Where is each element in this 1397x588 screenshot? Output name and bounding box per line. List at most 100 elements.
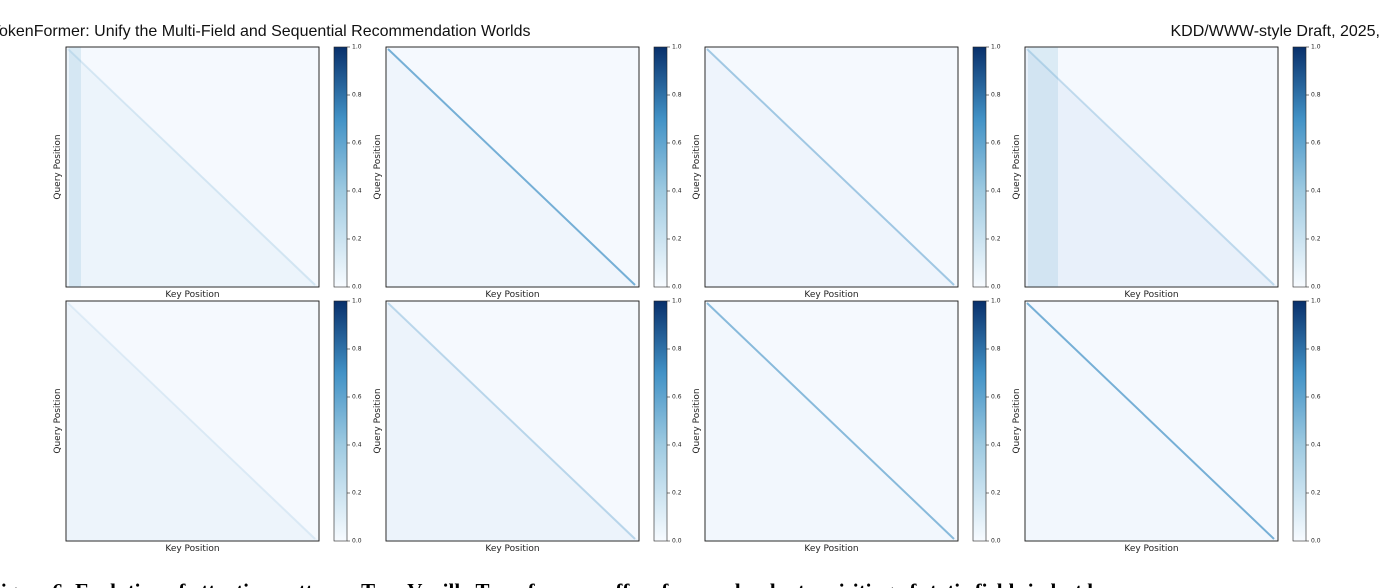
x-axis-label: Key Position — [485, 544, 539, 554]
colorbar-tick-label: 0.2 — [1311, 490, 1321, 497]
colorbar-tick-label: 0.2 — [1311, 236, 1321, 243]
colorbar-tick-label: 0.2 — [352, 236, 362, 243]
colorbar-tick-label: 0.0 — [352, 284, 362, 291]
x-axis-label: Key Position — [1124, 290, 1178, 300]
attention-triangle — [66, 47, 319, 287]
attention-triangle — [66, 301, 319, 541]
colorbar-tick-label: 0.4 — [991, 442, 1001, 449]
heatmap-background — [1024, 46, 1279, 288]
colorbar-tick-label: 0.0 — [1311, 538, 1321, 545]
attention-diagonal — [387, 48, 636, 286]
colorbar-tick-label: 0.8 — [1311, 346, 1321, 353]
attention-diagonal — [1026, 48, 1275, 286]
running-header-right: KDD/WWW-style Draft, 2025, — [1170, 23, 1380, 40]
colorbar — [972, 300, 987, 542]
colorbar-tick-label: 0.8 — [991, 92, 1001, 99]
colorbar-tick-label: 0.8 — [352, 346, 362, 353]
y-axis-label: Query Position — [1012, 134, 1022, 199]
colorbar-tick-label: 0.8 — [1311, 92, 1321, 99]
running-header-left: TokenFormer: Unify the Multi-Field and S… — [0, 23, 531, 40]
attention-diagonal — [67, 302, 316, 540]
colorbar-tick-label: 0.6 — [352, 394, 362, 401]
colorbar-tick-label: 1.0 — [991, 298, 1001, 305]
colorbar-tick-label: 0.4 — [1311, 188, 1321, 195]
figure-caption: Figure 6: Evolution of attention pattern… — [0, 579, 1141, 588]
colorbar — [333, 46, 348, 288]
x-axis-label: Key Position — [165, 290, 219, 300]
colorbar-tick-label: 0.8 — [352, 92, 362, 99]
colorbar-tick-label: 1.0 — [672, 298, 682, 305]
attention-panel: Key Position Query Position 0.0 0.2 0.4 0.6 0.… — [1012, 298, 1321, 555]
colorbar-tick-label: 0.6 — [672, 140, 682, 147]
colorbar-tick-label: 0.6 — [991, 140, 1001, 147]
colorbar-tick-label: 1.0 — [352, 44, 362, 51]
x-axis-label: Key Position — [165, 544, 219, 554]
heatmap-frame — [704, 300, 959, 542]
attention-panel: Key Position Query Position 0.0 0.2 0.4 0.6 0.… — [373, 44, 682, 301]
colorbar-tick-label: 0.4 — [1311, 442, 1321, 449]
attention-panel: Key Position Query Position 0.0 0.2 0.4 0.6 0.… — [692, 44, 1001, 301]
heatmap-background — [65, 46, 320, 288]
colorbar-tick-label: 0.6 — [1311, 394, 1321, 401]
heatmap-frame — [65, 300, 320, 542]
colorbar-tick-label: 0.4 — [672, 442, 682, 449]
y-axis-label: Query Position — [692, 388, 702, 453]
y-axis-label: Query Position — [53, 134, 63, 199]
colorbar-tick-label: 0.6 — [991, 394, 1001, 401]
y-axis-label: Query Position — [692, 134, 702, 199]
attention-panel: Key Position Query Position 0.0 0.2 0.4 0.6 0.… — [53, 298, 362, 555]
colorbar-tick-label: 1.0 — [1311, 298, 1321, 305]
y-axis-label: Query Position — [53, 388, 63, 453]
colorbar-tick-label: 0.2 — [672, 490, 682, 497]
colorbar-tick-label: 0.8 — [672, 92, 682, 99]
colorbar-tick-label: 0.0 — [352, 538, 362, 545]
colorbar-tick-label: 0.0 — [1311, 284, 1321, 291]
colorbar-tick-label: 0.2 — [991, 490, 1001, 497]
attention-triangle — [705, 47, 958, 287]
colorbar — [333, 300, 348, 542]
x-axis-label: Key Position — [485, 290, 539, 300]
heatmap-background — [385, 300, 640, 542]
colorbar-tick-label: 0.8 — [991, 346, 1001, 353]
heatmap-frame — [704, 46, 959, 288]
colorbar-tick-label: 0.0 — [991, 538, 1001, 545]
colorbar — [653, 300, 668, 542]
colorbar — [1292, 46, 1307, 288]
attention-panel: Key Position Query Position 0.0 0.2 0.4 0.6 0.… — [373, 298, 682, 555]
heatmap-frame — [1024, 46, 1279, 288]
colorbar-tick-label: 0.4 — [672, 188, 682, 195]
colorbar-tick-label: 0.6 — [1311, 140, 1321, 147]
attention-diagonal — [1026, 302, 1275, 540]
colorbar-tick-label: 0.6 — [352, 140, 362, 147]
colorbar-tick-label: 0.2 — [352, 490, 362, 497]
colorbar — [972, 46, 987, 288]
field-stripes — [69, 47, 81, 287]
colorbar-tick-label: 1.0 — [991, 44, 1001, 51]
colorbar-tick-label: 0.4 — [352, 442, 362, 449]
heatmap-frame — [385, 300, 640, 542]
colorbar-tick-label: 0.4 — [352, 188, 362, 195]
colorbar-tick-label: 0.6 — [672, 394, 682, 401]
colorbar-tick-label: 1.0 — [672, 44, 682, 51]
heatmap-background — [704, 46, 959, 288]
colorbar — [653, 46, 668, 288]
x-axis-label: Key Position — [804, 290, 858, 300]
colorbar — [1292, 300, 1307, 542]
colorbar-tick-label: 0.2 — [991, 236, 1001, 243]
colorbar-tick-label: 0.4 — [991, 188, 1001, 195]
attention-panel: Key Position Query Position 0.0 0.2 0.4 0.6 0.… — [53, 44, 362, 301]
attention-panel: Key Position Query Position 0.0 0.2 0.4 0.6 0.… — [692, 298, 1001, 555]
attention-diagonal — [67, 48, 316, 286]
colorbar-tick-label: 1.0 — [1311, 44, 1321, 51]
heatmap-frame — [65, 46, 320, 288]
colorbar-tick-label: 0.0 — [672, 284, 682, 291]
y-axis-label: Query Position — [373, 134, 383, 199]
field-stripes — [1028, 47, 1058, 287]
colorbar-tick-label: 1.0 — [352, 298, 362, 305]
attention-triangle — [386, 301, 639, 541]
attention-triangle — [1025, 47, 1278, 287]
x-axis-label: Key Position — [804, 544, 858, 554]
y-axis-label: Query Position — [373, 388, 383, 453]
